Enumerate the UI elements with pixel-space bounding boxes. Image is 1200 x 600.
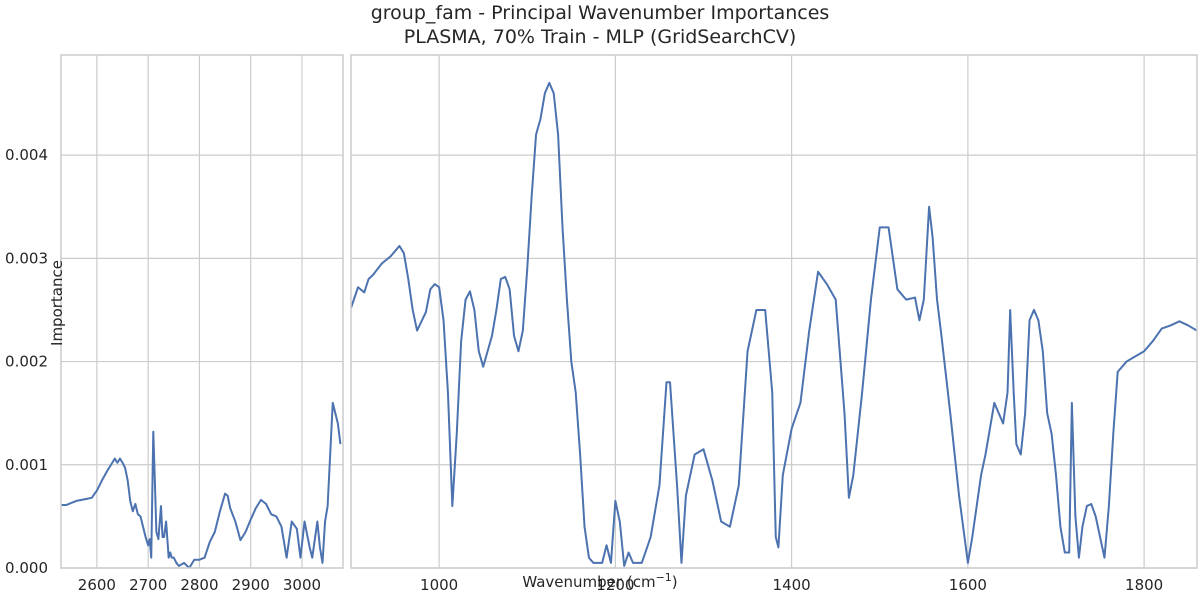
y-tick-label: 0.003 [5,249,48,267]
y-tick-label: 0.004 [5,146,48,164]
x-tick-label: 1200 [596,576,634,594]
x-axis-label: Wavenumber (cm−1) [522,571,677,591]
y-tick-label: 0.001 [5,456,48,474]
panel-left: 2600 2700 2800 2900 3000 [60,54,344,594]
x-axis-label-suffix: ) [672,573,678,591]
x-tick-label: 2900 [232,576,270,594]
x-tick-label: 2600 [78,576,116,594]
x-axis-label-main: Wavenumber (cm [522,573,655,591]
x-tick-label: 1000 [420,576,458,594]
x-axis-label-superscript: −1 [656,571,672,584]
y-axis-label: Importance [48,260,66,346]
x-tick-label: 1600 [949,576,987,594]
panel-frame-1 [350,54,1198,569]
y-axis: 0.000 0.001 0.002 0.003 0.004 [5,146,48,577]
x-tick-label: 2800 [180,576,218,594]
y-tick-label: 0.002 [5,353,48,371]
x-tick-label: 2700 [129,576,167,594]
series-line-panel-1 [351,81,1197,567]
x-tick-label: 1800 [1125,576,1163,594]
x-tick-label: 3000 [283,576,321,594]
panel-right: 1000 1200 1400 1600 1800 [350,54,1198,594]
series-line-panel-0 [61,401,342,568]
x-tick-label: 1400 [773,576,811,594]
y-tick-label: 0.000 [5,559,48,577]
panel-frame-0 [60,54,344,569]
chart-title: group_fam - Principal Wavenumber Importa… [370,2,830,24]
chart-subtitle: PLASMA, 70% Train - MLP (GridSearchCV) [403,26,797,48]
